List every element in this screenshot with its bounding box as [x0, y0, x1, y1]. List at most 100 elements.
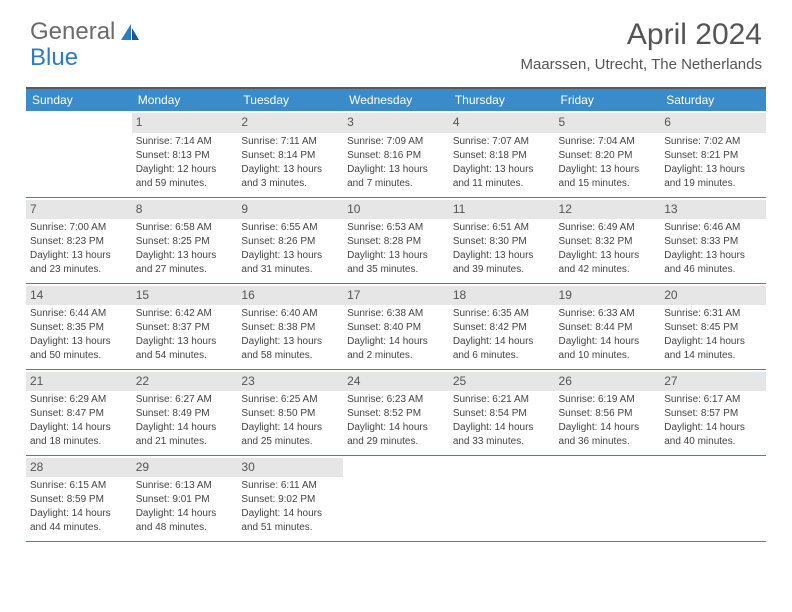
daylight-text: and 7 minutes. [347, 177, 445, 190]
daylight-text: Daylight: 14 hours [664, 335, 762, 348]
day-number: 16 [237, 286, 343, 306]
calendar-day-cell [26, 111, 132, 197]
sunset-text: Sunset: 8:25 PM [136, 235, 234, 248]
calendar-day-cell: 26Sunrise: 6:19 AMSunset: 8:56 PMDayligh… [555, 369, 661, 455]
calendar-week-row: 1Sunrise: 7:14 AMSunset: 8:13 PMDaylight… [26, 111, 766, 197]
sunset-text: Sunset: 8:42 PM [453, 321, 551, 334]
title-block: April 2024 Maarssen, Utrecht, The Nether… [520, 18, 762, 73]
daylight-text: Daylight: 13 hours [664, 163, 762, 176]
calendar-day-cell: 21Sunrise: 6:29 AMSunset: 8:47 PMDayligh… [26, 369, 132, 455]
day-number: 29 [132, 458, 238, 478]
sunrise-text: Sunrise: 6:44 AM [30, 307, 128, 320]
daylight-text: and 29 minutes. [347, 435, 445, 448]
day-header: Wednesday [343, 88, 449, 111]
sunrise-text: Sunrise: 7:02 AM [664, 135, 762, 148]
day-number: 21 [26, 372, 132, 392]
daylight-text: and 10 minutes. [559, 349, 657, 362]
sunrise-text: Sunrise: 6:51 AM [453, 221, 551, 234]
day-number: 24 [343, 372, 449, 392]
daylight-text: and 51 minutes. [241, 521, 339, 534]
sunset-text: Sunset: 9:01 PM [136, 493, 234, 506]
sunset-text: Sunset: 8:20 PM [559, 149, 657, 162]
day-number: 30 [237, 458, 343, 478]
calendar-day-cell: 25Sunrise: 6:21 AMSunset: 8:54 PMDayligh… [449, 369, 555, 455]
sunrise-text: Sunrise: 6:33 AM [559, 307, 657, 320]
daylight-text: and 25 minutes. [241, 435, 339, 448]
daylight-text: Daylight: 13 hours [30, 335, 128, 348]
daylight-text: Daylight: 13 hours [453, 249, 551, 262]
sunset-text: Sunset: 8:16 PM [347, 149, 445, 162]
day-header: Friday [555, 88, 661, 111]
sunset-text: Sunset: 8:52 PM [347, 407, 445, 420]
sunrise-text: Sunrise: 6:13 AM [136, 479, 234, 492]
calendar-body: 1Sunrise: 7:14 AMSunset: 8:13 PMDaylight… [26, 111, 766, 541]
daylight-text: and 31 minutes. [241, 263, 339, 276]
daylight-text: and 21 minutes. [136, 435, 234, 448]
daylight-text: Daylight: 14 hours [30, 507, 128, 520]
daylight-text: and 44 minutes. [30, 521, 128, 534]
day-number: 7 [26, 200, 132, 220]
sunset-text: Sunset: 8:50 PM [241, 407, 339, 420]
day-number: 18 [449, 286, 555, 306]
day-number: 2 [237, 113, 343, 133]
daylight-text: Daylight: 13 hours [136, 335, 234, 348]
sunrise-text: Sunrise: 6:58 AM [136, 221, 234, 234]
daylight-text: Daylight: 13 hours [30, 249, 128, 262]
daylight-text: Daylight: 14 hours [559, 421, 657, 434]
daylight-text: Daylight: 13 hours [664, 249, 762, 262]
sunset-text: Sunset: 8:23 PM [30, 235, 128, 248]
daylight-text: Daylight: 14 hours [664, 421, 762, 434]
month-title: April 2024 [520, 18, 762, 52]
daylight-text: and 54 minutes. [136, 349, 234, 362]
sunset-text: Sunset: 8:47 PM [30, 407, 128, 420]
sunrise-text: Sunrise: 6:23 AM [347, 393, 445, 406]
calendar-day-cell: 2Sunrise: 7:11 AMSunset: 8:14 PMDaylight… [237, 111, 343, 197]
calendar-day-cell: 13Sunrise: 6:46 AMSunset: 8:33 PMDayligh… [660, 197, 766, 283]
logo-text-blue: Blue [30, 44, 78, 72]
sunrise-text: Sunrise: 6:11 AM [241, 479, 339, 492]
daylight-text: Daylight: 12 hours [136, 163, 234, 176]
sunrise-text: Sunrise: 7:07 AM [453, 135, 551, 148]
sunset-text: Sunset: 8:14 PM [241, 149, 339, 162]
day-number: 22 [132, 372, 238, 392]
calendar-day-cell: 4Sunrise: 7:07 AMSunset: 8:18 PMDaylight… [449, 111, 555, 197]
calendar-day-cell [555, 455, 661, 541]
day-number: 6 [660, 113, 766, 133]
day-number: 17 [343, 286, 449, 306]
daylight-text: Daylight: 13 hours [347, 163, 445, 176]
calendar-week-row: 21Sunrise: 6:29 AMSunset: 8:47 PMDayligh… [26, 369, 766, 455]
sunrise-text: Sunrise: 7:04 AM [559, 135, 657, 148]
location: Maarssen, Utrecht, The Netherlands [520, 56, 762, 73]
calendar-week-row: 7Sunrise: 7:00 AMSunset: 8:23 PMDaylight… [26, 197, 766, 283]
calendar-day-cell: 12Sunrise: 6:49 AMSunset: 8:32 PMDayligh… [555, 197, 661, 283]
sunrise-text: Sunrise: 7:09 AM [347, 135, 445, 148]
calendar-day-cell [343, 455, 449, 541]
sunrise-text: Sunrise: 6:31 AM [664, 307, 762, 320]
daylight-text: Daylight: 13 hours [241, 249, 339, 262]
sunrise-text: Sunrise: 6:25 AM [241, 393, 339, 406]
logo: General [30, 18, 141, 46]
calendar-day-cell: 7Sunrise: 7:00 AMSunset: 8:23 PMDaylight… [26, 197, 132, 283]
day-number: 15 [132, 286, 238, 306]
daylight-text: Daylight: 13 hours [136, 249, 234, 262]
daylight-text: and 3 minutes. [241, 177, 339, 190]
daylight-text: Daylight: 14 hours [347, 421, 445, 434]
calendar-day-cell: 14Sunrise: 6:44 AMSunset: 8:35 PMDayligh… [26, 283, 132, 369]
sunset-text: Sunset: 8:45 PM [664, 321, 762, 334]
day-number: 3 [343, 113, 449, 133]
sunrise-text: Sunrise: 6:38 AM [347, 307, 445, 320]
calendar-day-cell: 8Sunrise: 6:58 AMSunset: 8:25 PMDaylight… [132, 197, 238, 283]
daylight-text: and 58 minutes. [241, 349, 339, 362]
day-number: 25 [449, 372, 555, 392]
daylight-text: and 2 minutes. [347, 349, 445, 362]
calendar-day-cell: 30Sunrise: 6:11 AMSunset: 9:02 PMDayligh… [237, 455, 343, 541]
sunrise-text: Sunrise: 6:46 AM [664, 221, 762, 234]
sunset-text: Sunset: 8:40 PM [347, 321, 445, 334]
daylight-text: Daylight: 14 hours [241, 507, 339, 520]
daylight-text: and 48 minutes. [136, 521, 234, 534]
sunset-text: Sunset: 8:37 PM [136, 321, 234, 334]
daylight-text: and 36 minutes. [559, 435, 657, 448]
day-header: Monday [132, 88, 238, 111]
sunset-text: Sunset: 8:32 PM [559, 235, 657, 248]
day-number: 28 [26, 458, 132, 478]
